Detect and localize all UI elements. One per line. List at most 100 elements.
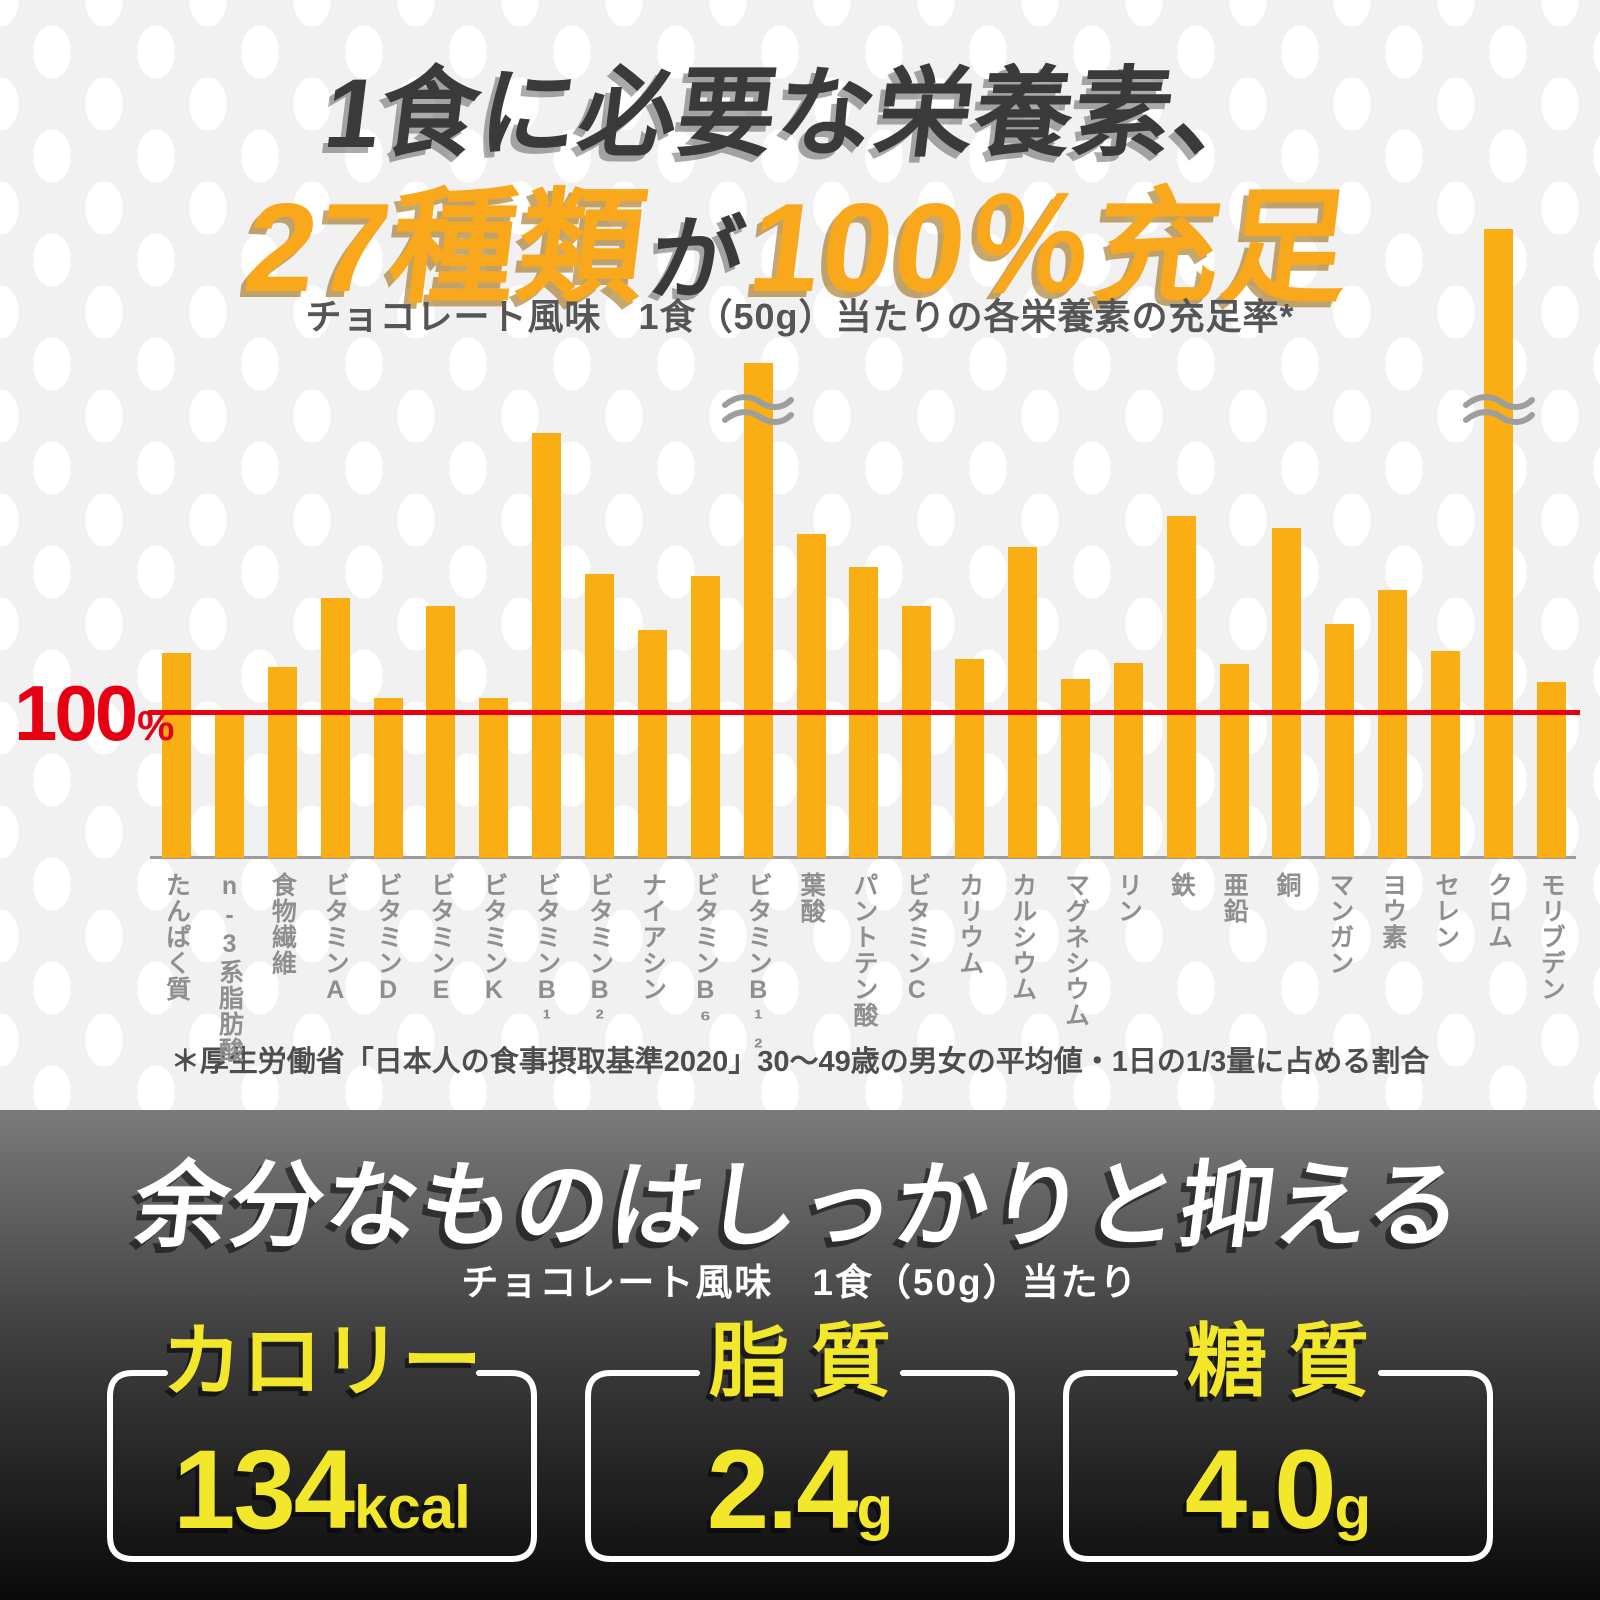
bar-ビタミンD <box>373 698 403 858</box>
category-label-text: 亜鉛 <box>1220 872 1249 924</box>
reference-line-100pct <box>148 710 1580 715</box>
category-label: マンガン <box>1325 872 1354 1063</box>
category-label-text: ビタミンK <box>479 872 508 1005</box>
bar-モリブデン <box>1536 682 1566 858</box>
category-label-text: たんぱく質 <box>162 872 191 1002</box>
bar-ビタミンB² <box>585 574 614 858</box>
bar-食物繊維 <box>267 667 297 858</box>
category-label: n-3系脂肪酸 <box>215 872 244 1063</box>
bar-ビタミンK <box>479 698 509 858</box>
bar-マグネシウム <box>1060 679 1090 858</box>
category-label: ビタミンE <box>426 872 455 1063</box>
reference-line-label: 100 % <box>14 669 175 757</box>
category-label: カリウム <box>955 872 984 1063</box>
bar-たんぱく質 <box>162 653 191 858</box>
panel-value-unit: kcal <box>354 1474 471 1541</box>
bar-ヨウ素 <box>1378 590 1408 858</box>
bar-ビタミンB¹ <box>532 433 562 858</box>
macro-summary-section: 余分なものはしっかりと抑える チョコレート風味 1食（50g）当たり カロリー … <box>0 1110 1600 1600</box>
category-label: 亜鉛 <box>1220 872 1249 1063</box>
panel-label: 脂質 <box>709 1317 913 1406</box>
category-label-text: リン <box>1114 872 1143 924</box>
panel-label: 糖質 <box>1187 1317 1391 1406</box>
bar-カリウム <box>955 659 985 858</box>
category-label: ビタミンB¹ <box>532 872 561 1063</box>
bar-マンガン <box>1325 624 1355 858</box>
category-label: ビタミンD <box>374 872 403 1063</box>
category-label: ナイアシン <box>638 872 667 1063</box>
category-label-text: 鉄 <box>1167 872 1196 898</box>
category-label-text: クロム <box>1484 872 1513 950</box>
bar-鉄 <box>1166 516 1196 858</box>
category-label: ヨウ素 <box>1378 872 1407 1063</box>
category-label-text: ビタミンC <box>902 872 931 1005</box>
category-label-text: カリウム <box>955 872 984 976</box>
category-label: パントテン酸 <box>849 872 878 1063</box>
category-label-text: ビタミンB⁶ <box>691 872 720 1034</box>
bar-ビタミンB¹² <box>743 363 773 858</box>
category-label-text: ビタミンD <box>374 872 403 1005</box>
bar-series <box>162 0 1566 858</box>
category-label-text: n-3系脂肪酸 <box>215 872 244 1063</box>
category-label-text: マグネシウム <box>1061 872 1090 1028</box>
panel-sugar: 糖質 4.0g <box>1063 1322 1493 1582</box>
category-label-text: カルシウム <box>1008 872 1037 1002</box>
category-label-text: ナイアシン <box>638 872 667 1002</box>
category-labels: たんぱく質 n-3系脂肪酸 食物繊維 ビタミンA ビタミンD ビタミンE ビタミンK ビタミン… <box>162 872 1566 1063</box>
reference-value: 100 <box>14 669 138 757</box>
panel-value-number: 134 <box>173 1427 356 1552</box>
bar-ビタミンE <box>426 606 456 858</box>
category-label-text: ビタミンA <box>321 872 350 1005</box>
category-label-text: ビタミンB² <box>585 872 614 1034</box>
bar-リン <box>1113 663 1143 858</box>
bar-ナイアシン <box>637 630 667 858</box>
category-label: セレン <box>1431 872 1460 1063</box>
category-label-text: モリブデン <box>1537 872 1566 1002</box>
panel-value: 134kcal <box>107 1434 537 1546</box>
chart-subtitle: チョコレート風味 1食（50g）当たりの各栄養素の充足率* <box>305 296 1295 337</box>
category-label: 食物繊維 <box>268 872 297 1063</box>
category-label-text: パントテン酸 <box>850 872 878 1028</box>
category-label-text: 葉酸 <box>797 872 826 924</box>
category-label: ビタミンB² <box>585 872 614 1063</box>
axis-break-mark <box>722 393 795 434</box>
panel-value: 2.4g <box>585 1434 1015 1546</box>
category-label: クロム <box>1484 872 1513 1063</box>
panel-label: カロリー <box>162 1317 482 1406</box>
panel-value-number: 2.4 <box>706 1427 859 1552</box>
category-label: ビタミンA <box>321 872 350 1063</box>
bar-銅 <box>1272 528 1302 858</box>
category-label: リン <box>1114 872 1143 1063</box>
bar-ビタミンA <box>320 598 350 858</box>
panel-value-unit: g <box>1334 1474 1372 1541</box>
percent-sign: % <box>137 702 175 749</box>
bar-葉酸 <box>796 534 826 858</box>
panel-value-number: 4.0 <box>1184 1427 1337 1552</box>
category-label-text: セレン <box>1431 872 1460 950</box>
category-label: 鉄 <box>1167 872 1196 1063</box>
panel-border <box>585 1370 1015 1562</box>
panel-value-unit: g <box>856 1474 894 1541</box>
bar-chart: 100 % たんぱく質 n-3系脂肪酸 食物繊維 ビタミンA ビタミンD ビタミンE ビタミ… <box>14 0 1580 1063</box>
category-label-text: ビタミンE <box>427 872 455 1005</box>
category-label: ビタミンB¹² <box>744 872 773 1063</box>
category-label-text: ビタミンB¹² <box>744 872 773 1063</box>
category-label: ビタミンB⁶ <box>691 872 720 1063</box>
footnote: ＊厚生労働省「日本人の食事摂取基準2020」30〜49歳の男女の平均値・1日の1… <box>170 1046 1430 1078</box>
bar-カルシウム <box>1008 547 1037 858</box>
bar-n-3系脂肪酸 <box>214 712 244 858</box>
bar-亜鉛 <box>1219 664 1249 858</box>
category-label-text: ヨウ素 <box>1378 872 1407 950</box>
panel-border <box>107 1370 537 1562</box>
category-label: モリブデン <box>1537 872 1566 1063</box>
category-label: カルシウム <box>1008 872 1037 1063</box>
category-label: ビタミンK <box>479 872 508 1063</box>
panel-value: 4.0g <box>1063 1434 1493 1546</box>
bar-ビタミンB⁶ <box>690 576 720 858</box>
panel-border <box>1063 1370 1493 1562</box>
category-label: マグネシウム <box>1061 872 1090 1063</box>
bottom-heading: 余分なものはしっかりと抑える <box>129 1153 1470 1258</box>
macro-panels: カロリー 134kcal 脂質 2.4g 糖質 <box>0 1322 1600 1582</box>
bar-クロム <box>1483 229 1513 858</box>
